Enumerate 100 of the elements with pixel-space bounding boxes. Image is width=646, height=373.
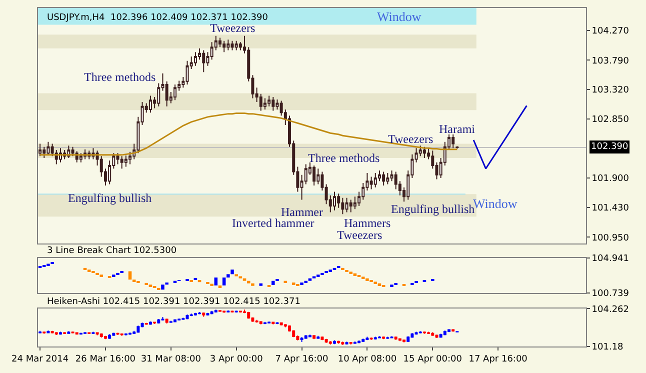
bar <box>374 282 378 284</box>
candlestick <box>161 316 164 321</box>
candlestick <box>202 50 206 73</box>
bar <box>116 272 120 276</box>
bar <box>161 284 164 290</box>
x-tick-label: 3 Apr 00:00 <box>210 354 264 364</box>
candlestick <box>390 336 394 339</box>
candlestick <box>362 338 365 343</box>
candlestick <box>374 172 377 188</box>
candlestick <box>136 325 140 334</box>
candlestick <box>312 335 316 340</box>
candlestick <box>190 313 193 317</box>
candlestick <box>194 312 197 316</box>
annotation: Engulfing bullish <box>68 191 152 205</box>
chart-title: 3 Line Break Chart 102.5300 <box>47 246 177 256</box>
bar <box>218 285 222 288</box>
candlestick <box>108 334 112 340</box>
candlestick <box>324 339 328 344</box>
y-tick-label: 101.900 <box>592 174 630 184</box>
candlestick <box>71 331 74 334</box>
bar <box>272 280 275 286</box>
candlestick <box>46 330 50 334</box>
bar <box>361 276 365 280</box>
bar <box>390 284 394 288</box>
candlestick <box>456 146 459 150</box>
bar <box>366 278 369 282</box>
candlestick <box>218 309 222 312</box>
bar <box>132 280 136 282</box>
candlestick <box>157 318 160 324</box>
bar <box>222 278 226 286</box>
candlestick <box>198 312 202 315</box>
bar <box>304 280 308 284</box>
candlestick <box>186 60 189 86</box>
candlestick <box>276 322 279 325</box>
candlestick <box>230 40 234 51</box>
candlestick <box>63 332 66 334</box>
candlestick <box>394 336 398 340</box>
y-tick-label: 103.320 <box>592 86 630 96</box>
candlestick <box>120 332 124 336</box>
annotation: Tweezers <box>210 21 256 35</box>
candlestick <box>128 332 132 336</box>
bar <box>226 274 230 278</box>
bar <box>316 274 320 278</box>
bar <box>292 282 296 286</box>
candlestick <box>349 342 352 345</box>
candlestick <box>230 310 234 313</box>
candlestick <box>174 318 176 323</box>
candlestick <box>452 328 455 332</box>
bar <box>410 282 414 286</box>
candlestick <box>370 176 373 190</box>
candlestick <box>382 336 386 340</box>
candlestick <box>439 333 442 338</box>
y-tick-label: 101.430 <box>592 203 630 214</box>
candlestick <box>206 312 210 316</box>
candlestick <box>292 330 296 338</box>
bar <box>246 280 250 284</box>
candlestick <box>46 141 50 155</box>
candlestick <box>194 52 197 66</box>
candlestick <box>186 314 189 320</box>
x-tick-label: 17 Apr 16:00 <box>468 354 528 364</box>
y-tick-label: 103.790 <box>592 56 630 66</box>
annotation: Three methods <box>308 151 380 165</box>
candlestick <box>345 341 348 345</box>
bar <box>308 278 312 281</box>
candlestick <box>178 318 181 321</box>
candlestick <box>218 37 222 48</box>
x-tick-label: 31 Mar 08:00 <box>140 354 202 364</box>
candlestick <box>116 152 120 165</box>
candlestick <box>418 330 422 334</box>
band-label: Window <box>377 9 422 24</box>
bar <box>341 268 344 270</box>
annotation: Harami <box>439 122 476 136</box>
candlestick <box>268 320 271 324</box>
candlestick <box>353 340 356 344</box>
candlestick <box>42 146 46 159</box>
y-tick-label: 104.262 <box>592 304 630 315</box>
bar <box>259 283 263 286</box>
candlestick <box>124 155 128 168</box>
candlestick <box>238 310 242 313</box>
x-tick-label: 15 Apr 00:00 <box>403 354 462 364</box>
candlestick <box>174 84 176 101</box>
annotation: Tweezers <box>388 132 434 146</box>
chart-title: Heiken-Ashi 102.415 102.391 102.391 102.415 102.371 <box>47 297 300 307</box>
candlestick <box>448 328 450 333</box>
candlestick <box>202 312 206 318</box>
candlestick <box>54 332 58 336</box>
candlestick <box>435 334 438 338</box>
candlestick <box>382 171 386 186</box>
candlestick <box>255 319 258 324</box>
candlestick <box>153 321 156 324</box>
candlestick <box>222 310 226 314</box>
candlestick <box>410 332 414 338</box>
candlestick <box>120 156 124 170</box>
bar <box>112 274 116 278</box>
text: USDJPY.m,H4 102.396 102.409 102.371 102.390 <box>47 13 268 23</box>
candlestick <box>148 320 152 326</box>
candlestick <box>214 309 218 313</box>
candlestick <box>332 191 336 211</box>
bar <box>46 264 50 266</box>
candlestick <box>38 143 42 157</box>
